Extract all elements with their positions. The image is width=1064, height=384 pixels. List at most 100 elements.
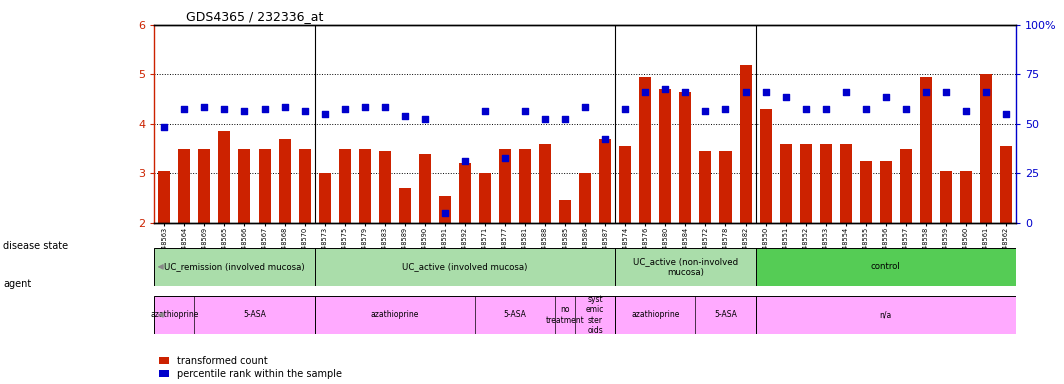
Point [958,108,975,114]
Text: disease state: disease state [3,241,68,251]
Bar [755,248,1016,286]
Bar [519,149,531,223]
Bar [920,77,932,223]
Text: syst
emic
ster
oids: syst emic ster oids [586,295,604,335]
Bar [560,200,571,223]
Text: GDS4365 / 232336_at: GDS4365 / 232336_at [186,10,323,23]
Bar [599,139,611,223]
Text: azathioprine: azathioprine [370,310,419,319]
Bar [1000,146,1012,223]
Point [897,106,914,112]
Text: no
treatment: no treatment [546,305,584,324]
Point [937,89,954,95]
Point [416,116,433,122]
Bar [154,296,195,334]
Point [637,89,654,95]
Point [717,106,734,112]
Bar [800,144,812,223]
Point [176,106,193,112]
Bar [615,296,696,334]
Bar [279,139,290,223]
Bar [739,65,751,223]
Bar [539,144,551,223]
Bar [660,89,671,223]
Point [577,103,594,109]
Text: agent: agent [3,279,32,289]
Bar [195,296,315,334]
Point [276,103,293,109]
Bar [960,171,972,223]
Bar [619,146,631,223]
Bar [860,161,871,223]
Bar [615,248,755,286]
Text: 5-ASA: 5-ASA [503,310,527,319]
Bar [819,144,832,223]
Bar [218,131,231,223]
Bar [159,171,170,223]
Point [256,106,273,112]
Bar [238,149,250,223]
Point [617,106,634,112]
Bar [900,149,912,223]
Point [737,89,754,95]
Bar [419,154,431,223]
Point [917,89,934,95]
Bar [880,161,892,223]
Bar [154,248,315,286]
Bar [338,149,351,223]
Point [998,111,1015,117]
Legend: transformed count, percentile rank within the sample: transformed count, percentile rank withi… [160,356,342,379]
Text: UC_active (non-involved
mucosa): UC_active (non-involved mucosa) [633,257,738,276]
Point [697,108,714,114]
Point [456,158,473,164]
Bar [579,173,592,223]
Point [377,103,394,109]
Bar [475,296,555,334]
Text: UC_active (involved mucosa): UC_active (involved mucosa) [402,262,528,271]
Point [536,116,553,122]
Text: 5-ASA: 5-ASA [243,310,266,319]
Point [597,136,614,142]
Point [477,108,494,114]
Point [656,86,674,92]
Point [878,94,895,100]
Text: azathioprine: azathioprine [631,310,680,319]
Point [436,210,453,216]
Point [196,103,213,109]
Bar [299,149,311,223]
Bar [576,296,615,334]
Bar [839,144,852,223]
Bar [399,188,411,223]
Bar [379,151,390,223]
Bar [699,151,712,223]
Bar [680,92,692,223]
Bar [499,149,511,223]
Bar [318,173,331,223]
Bar [479,173,491,223]
Text: azathioprine: azathioprine [150,310,199,319]
Bar [980,74,992,223]
Point [777,94,794,100]
Bar [555,296,576,334]
Bar [315,248,615,286]
Point [216,106,233,112]
Bar [780,144,792,223]
Point [296,108,313,114]
Bar [459,164,471,223]
Point [155,124,172,131]
Text: 5-ASA: 5-ASA [714,310,737,319]
Point [797,106,814,112]
Bar [179,149,190,223]
Point [356,103,373,109]
Point [396,113,413,119]
Point [236,108,253,114]
Point [817,106,834,112]
Bar [315,296,475,334]
Point [677,89,694,95]
Point [316,111,333,117]
Bar [438,195,451,223]
Bar [639,77,651,223]
Point [497,156,514,162]
Point [336,106,353,112]
Bar [940,171,952,223]
